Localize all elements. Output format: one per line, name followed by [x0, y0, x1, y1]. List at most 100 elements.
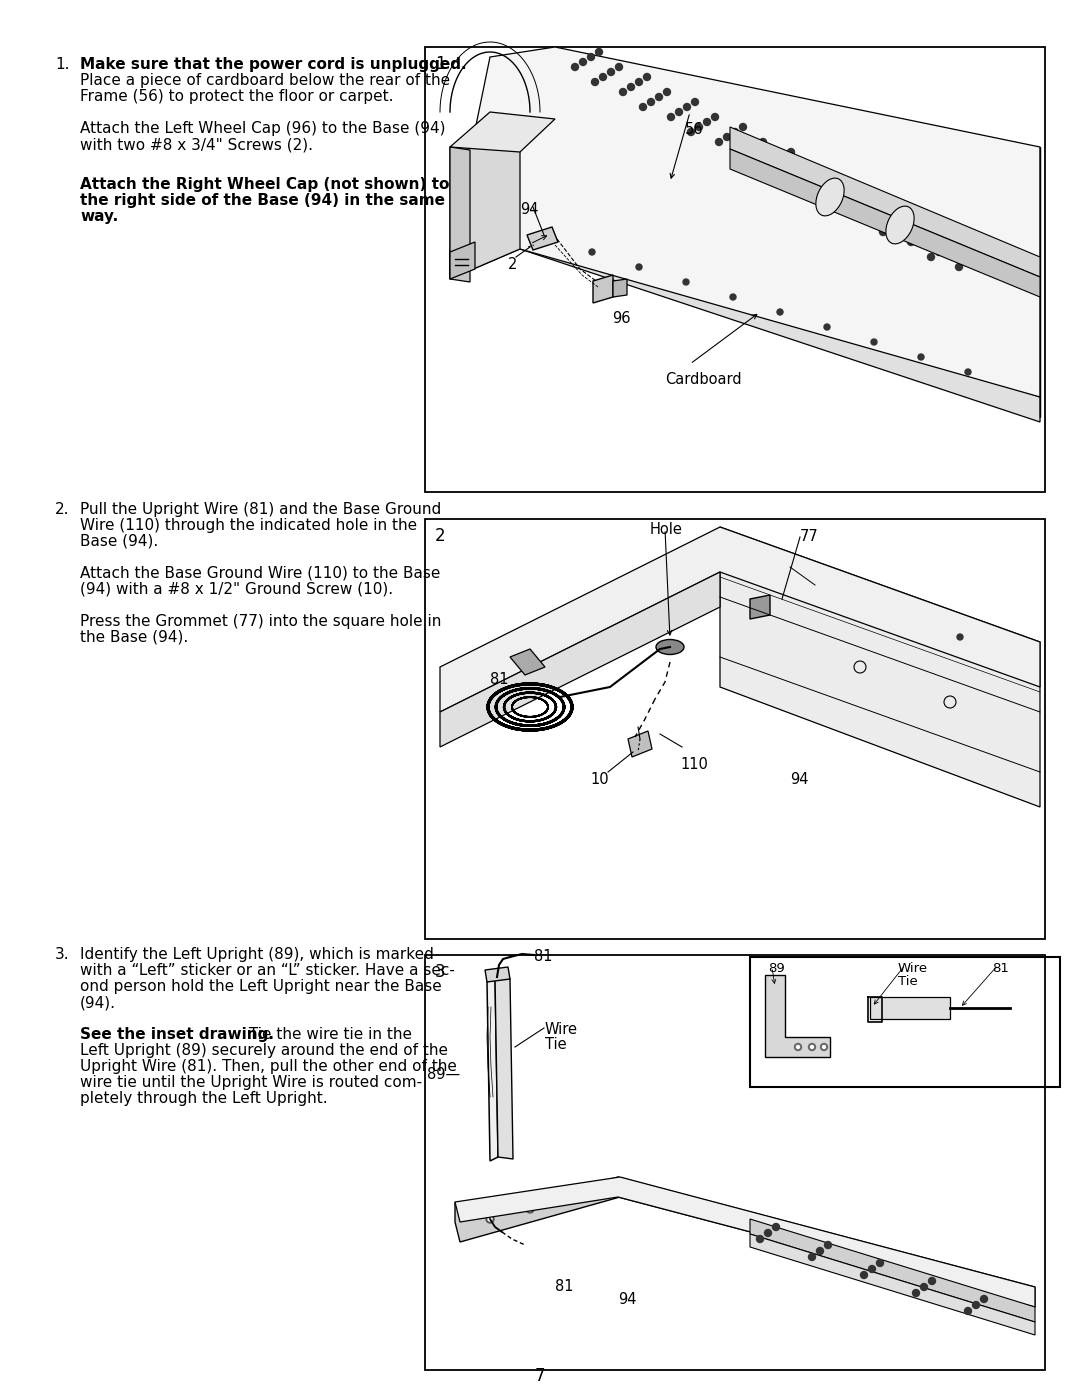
Text: (94) with a #8 x 1/2" Ground Screw (10).: (94) with a #8 x 1/2" Ground Screw (10).: [80, 583, 393, 597]
Text: 81: 81: [555, 1280, 573, 1294]
Text: way.: way.: [80, 210, 118, 224]
Circle shape: [486, 1215, 494, 1222]
Circle shape: [772, 1224, 780, 1231]
Text: Tie the wire tie in the: Tie the wire tie in the: [244, 1027, 411, 1042]
Ellipse shape: [815, 179, 845, 217]
Text: the right side of the Base (94) in the same: the right side of the Base (94) in the s…: [80, 193, 445, 208]
Text: Make sure that the power cord is unplugged.: Make sure that the power cord is unplugg…: [80, 57, 467, 73]
Circle shape: [656, 94, 662, 101]
Circle shape: [648, 99, 654, 106]
Polygon shape: [450, 147, 470, 282]
Circle shape: [888, 224, 894, 231]
Circle shape: [931, 224, 939, 231]
Circle shape: [870, 339, 877, 345]
Circle shape: [824, 1242, 832, 1249]
Text: with two #8 x 3/4" Screws (2).: with two #8 x 3/4" Screws (2).: [80, 137, 313, 152]
Circle shape: [957, 634, 963, 640]
Circle shape: [913, 1289, 919, 1296]
Text: the Base (94).: the Base (94).: [80, 630, 188, 645]
Circle shape: [928, 253, 934, 260]
Text: Attach the Base Ground Wire (110) to the Base: Attach the Base Ground Wire (110) to the…: [80, 566, 441, 581]
Text: Pull the Upright Wire (81) and the Base Ground: Pull the Upright Wire (81) and the Base …: [80, 502, 442, 517]
Text: 81: 81: [993, 963, 1009, 975]
Circle shape: [730, 293, 735, 300]
Circle shape: [797, 1045, 799, 1049]
Polygon shape: [750, 1234, 1035, 1336]
Circle shape: [592, 78, 598, 85]
Text: 1.: 1.: [55, 57, 69, 73]
Circle shape: [568, 1199, 572, 1201]
Text: 94: 94: [618, 1292, 636, 1308]
Polygon shape: [450, 242, 475, 279]
Polygon shape: [730, 149, 1040, 298]
Polygon shape: [750, 595, 770, 619]
Text: Cardboard: Cardboard: [665, 372, 742, 387]
Circle shape: [683, 279, 689, 285]
Circle shape: [972, 253, 978, 260]
Circle shape: [703, 119, 711, 126]
Circle shape: [756, 1235, 764, 1242]
Circle shape: [956, 264, 962, 271]
Circle shape: [635, 78, 643, 85]
Text: Frame (56) to protect the floor or carpet.: Frame (56) to protect the floor or carpe…: [80, 89, 393, 103]
Text: 2: 2: [508, 257, 517, 272]
Circle shape: [639, 103, 647, 110]
Circle shape: [616, 63, 622, 70]
Circle shape: [810, 1045, 813, 1049]
Text: Wire (110) through the indicated hole in the: Wire (110) through the indicated hole in…: [80, 518, 417, 534]
Circle shape: [972, 1302, 980, 1309]
Circle shape: [809, 1253, 815, 1260]
Text: Wire: Wire: [545, 1023, 578, 1037]
Text: 81: 81: [534, 949, 553, 964]
Circle shape: [832, 204, 838, 211]
Circle shape: [764, 163, 770, 170]
Circle shape: [855, 189, 863, 196]
Bar: [426, 520, 1045, 939]
Text: 2.: 2.: [55, 502, 69, 517]
Circle shape: [620, 88, 626, 95]
Circle shape: [895, 218, 903, 225]
Circle shape: [667, 113, 675, 120]
Circle shape: [488, 1217, 492, 1221]
Circle shape: [777, 309, 783, 314]
Text: Attach the Left Wheel Cap (96) to the Base (94): Attach the Left Wheel Cap (96) to the Ba…: [80, 122, 446, 136]
Polygon shape: [455, 1178, 620, 1242]
Circle shape: [918, 353, 924, 360]
Text: 110: 110: [680, 757, 707, 773]
Polygon shape: [440, 527, 1040, 712]
Circle shape: [816, 1248, 824, 1255]
Ellipse shape: [656, 640, 684, 655]
Circle shape: [820, 183, 826, 190]
Circle shape: [799, 169, 807, 176]
Text: Identify the Left Upright (89), which is marked: Identify the Left Upright (89), which is…: [80, 947, 434, 963]
Circle shape: [735, 154, 743, 161]
Circle shape: [861, 1271, 867, 1278]
Circle shape: [883, 198, 891, 205]
Circle shape: [868, 1266, 876, 1273]
Text: ond person hold the Left Upright near the Base: ond person hold the Left Upright near th…: [80, 979, 442, 995]
Circle shape: [904, 214, 910, 221]
Polygon shape: [510, 650, 545, 675]
Circle shape: [684, 103, 690, 110]
Text: 94: 94: [519, 203, 539, 217]
Bar: [426, 47, 1045, 492]
Text: Upright Wire (81). Then, pull the other end of the: Upright Wire (81). Then, pull the other …: [80, 1059, 457, 1074]
Circle shape: [528, 1207, 532, 1211]
Text: Base (94).: Base (94).: [80, 534, 159, 549]
Circle shape: [966, 369, 971, 374]
Text: Tie: Tie: [897, 975, 918, 988]
Ellipse shape: [886, 207, 914, 244]
Circle shape: [696, 123, 702, 130]
Text: with a “Left” sticker or an “L” sticker. Have a sec-: with a “Left” sticker or an “L” sticker.…: [80, 963, 455, 978]
Circle shape: [715, 138, 723, 145]
Polygon shape: [870, 997, 950, 1018]
Circle shape: [823, 1045, 825, 1049]
Circle shape: [836, 173, 842, 180]
Circle shape: [808, 163, 814, 170]
Circle shape: [571, 63, 579, 70]
Circle shape: [839, 198, 847, 205]
Circle shape: [860, 214, 866, 221]
Polygon shape: [495, 977, 513, 1160]
Circle shape: [542, 235, 548, 240]
Circle shape: [759, 138, 767, 145]
